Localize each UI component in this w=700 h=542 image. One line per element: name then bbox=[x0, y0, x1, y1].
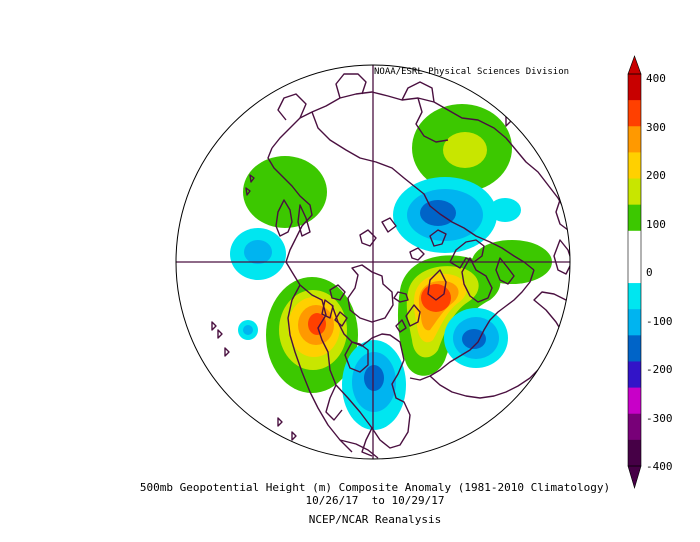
north-america-outline bbox=[299, 284, 411, 449]
anomaly-negative-mediterranean bbox=[444, 308, 508, 368]
colorbar-segment bbox=[628, 256, 641, 284]
colorbar-segment bbox=[628, 387, 641, 415]
british-isles-outline bbox=[395, 304, 421, 333]
globe-border bbox=[175, 64, 571, 460]
anomaly-positive-western-north-america bbox=[266, 277, 358, 393]
colorbar bbox=[627, 55, 642, 490]
colorbar-segment bbox=[628, 100, 641, 127]
colorbar-segment bbox=[628, 361, 641, 389]
colorbar-frame bbox=[627, 73, 642, 467]
japan-outline bbox=[275, 199, 293, 237]
colorbar-segment bbox=[628, 309, 641, 336]
caption-dates: 10/26/17 to 10/29/17 bbox=[305, 494, 445, 507]
colorbar-tick-label: 200 bbox=[646, 169, 666, 182]
caption-title: 500mb Geopotential Height (m) Composite … bbox=[139, 481, 611, 494]
arctic-islands-outline bbox=[321, 217, 397, 327]
iceland-outline bbox=[393, 291, 409, 303]
credit-text: NOAA/ESRL Physical Sciences Division bbox=[374, 67, 570, 77]
colorbar-segment bbox=[628, 230, 641, 258]
colorbar-segment bbox=[628, 413, 641, 441]
hudson-bay-outline bbox=[344, 341, 369, 373]
colorbar-segment bbox=[628, 74, 641, 101]
colorbar-segment bbox=[628, 178, 641, 206]
colorbar-top-arrow bbox=[627, 55, 642, 75]
map-contents bbox=[176, 65, 570, 459]
caption-source: NCEP/NCAR Reanalysis bbox=[308, 513, 442, 526]
colorbar-tick-label: 100 bbox=[646, 217, 666, 231]
greenland-outline bbox=[347, 264, 394, 323]
colorbar-tick-label: -400 bbox=[646, 460, 673, 473]
colorbar-tick-label: 400 bbox=[646, 72, 666, 85]
colorbar-tick-label: -200 bbox=[646, 363, 673, 376]
colorbar-segment bbox=[628, 283, 641, 310]
colorbar-segment bbox=[628, 126, 641, 153]
colorbar-tick-label: 300 bbox=[646, 120, 666, 134]
colorbar-tick-label: 0 bbox=[646, 266, 653, 279]
anomaly-negative-eastern-north-america bbox=[342, 340, 406, 430]
anomaly-positive-eastern-siberia bbox=[412, 104, 512, 192]
anomaly-negative-western-pacific bbox=[230, 228, 286, 340]
india-outline bbox=[553, 239, 570, 275]
colorbar-segment bbox=[628, 439, 641, 467]
colorbar-tick-label: -100 bbox=[646, 314, 673, 328]
colorbar-segment bbox=[628, 335, 641, 362]
colorbar-segment bbox=[628, 152, 641, 180]
europe-outline bbox=[409, 269, 535, 381]
anomaly-positive-alaska bbox=[243, 156, 327, 228]
colorbar-tick-label: -300 bbox=[646, 411, 673, 425]
colorbar-segment bbox=[628, 204, 641, 232]
anomaly-positive-western-europe bbox=[397, 255, 501, 376]
